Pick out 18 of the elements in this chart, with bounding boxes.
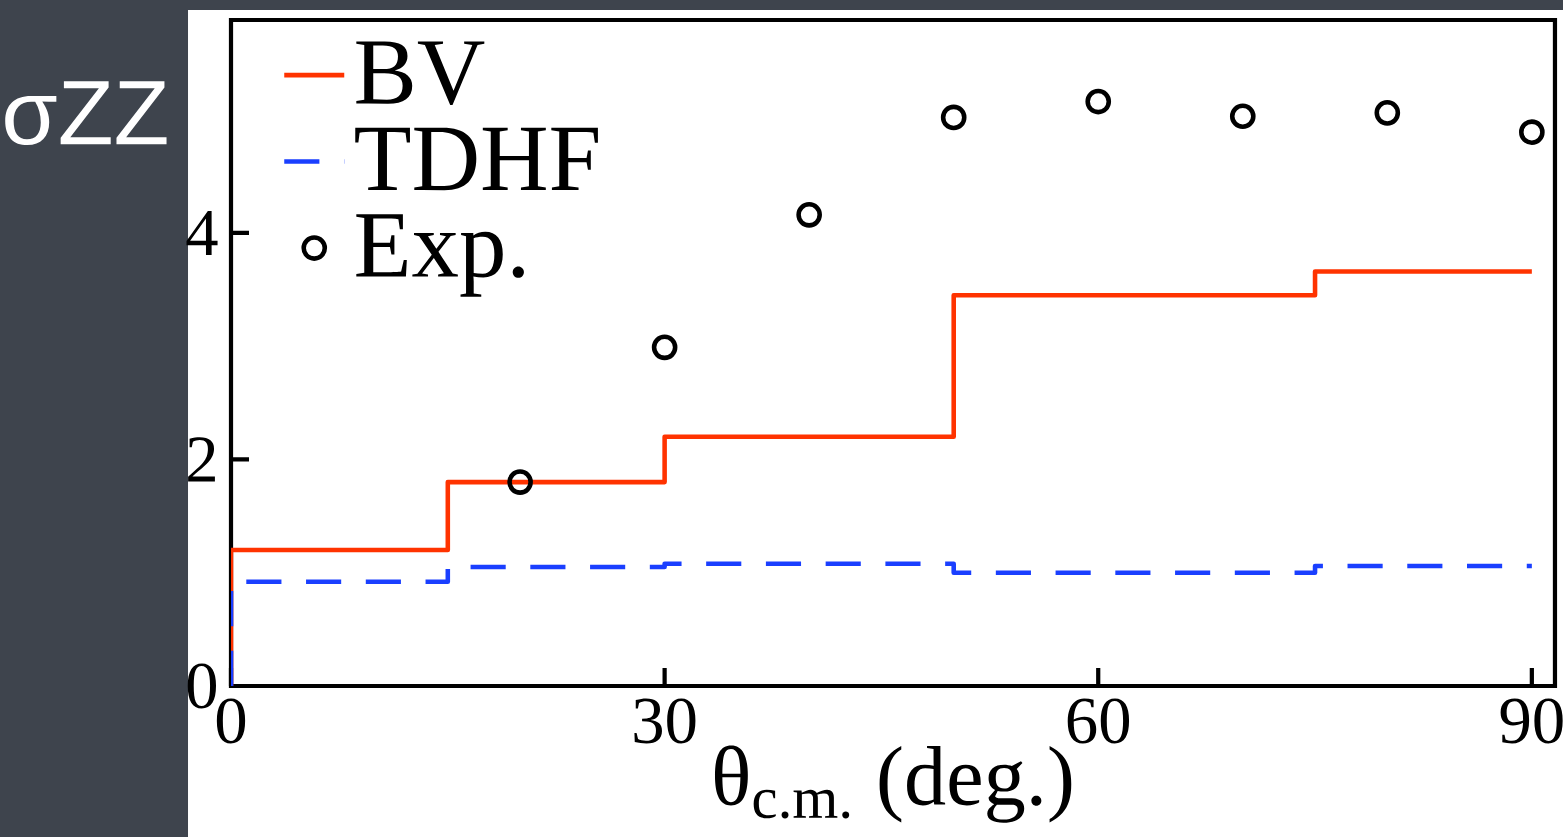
y-tick-label: 2 [188,437,215,482]
point [507,469,533,495]
legend-label: TDHF [355,127,598,191]
x-tick-label: 60 [1067,698,1130,744]
point [796,201,822,228]
x-axis-title: θ$_{c.m.}$ (deg.) [714,745,1072,823]
point [1229,103,1256,130]
x-tick-label: 30 [634,698,696,744]
point [1374,100,1401,126]
point [1085,88,1112,115]
x-tick-label: 0 [216,698,246,744]
point [940,104,967,131]
point [651,334,678,361]
point [1519,119,1545,145]
y-axis-title: σZZ [5,81,167,146]
x-tick-label: 90 [1500,698,1563,744]
legend-label: Exp. [356,214,524,297]
legend-label: BV [356,41,485,105]
